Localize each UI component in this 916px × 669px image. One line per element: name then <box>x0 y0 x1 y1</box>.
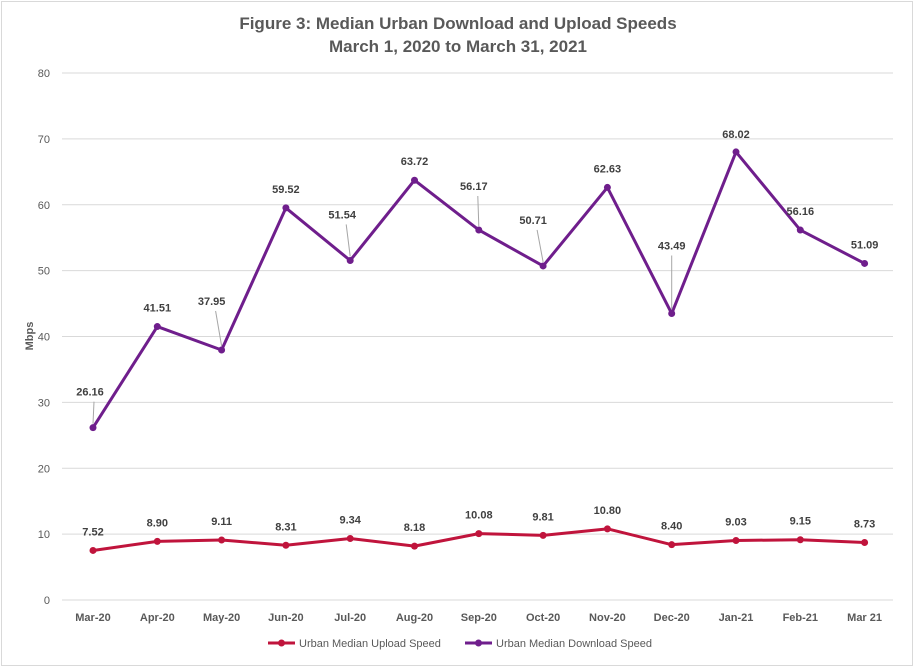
data-label: 59.52 <box>272 184 300 196</box>
data-point <box>861 259 869 267</box>
data-point <box>89 546 97 554</box>
data-label: 9.11 <box>211 516 232 528</box>
legend-swatch-marker <box>475 639 482 647</box>
data-label: 8.31 <box>275 521 296 533</box>
data-label: 8.40 <box>661 521 682 533</box>
y-tick-label: 20 <box>38 463 50 475</box>
data-point <box>218 536 226 544</box>
data-point <box>282 204 290 212</box>
series-download: 26.16 41.51 37.95 59.52 51.54 63.72 56.17 50.71… <box>76 129 879 432</box>
data-label: 43.49 <box>658 241 686 253</box>
data-label: 8.18 <box>404 522 425 534</box>
x-tick-label: Oct-20 <box>526 612 560 624</box>
data-label: 56.16 <box>787 206 815 218</box>
y-tick-label: 80 <box>38 68 50 80</box>
data-label: 9.03 <box>725 517 746 529</box>
data-label: 9.34 <box>339 514 361 526</box>
legend: Urban Median Upload Speed Urban Median Do… <box>268 638 652 650</box>
series-line <box>91 150 866 429</box>
x-tick-label: Jun-20 <box>268 612 303 624</box>
data-point <box>732 537 740 545</box>
data-point <box>603 183 611 191</box>
data-label: 62.63 <box>594 163 622 175</box>
gridlines <box>62 72 893 601</box>
y-axis-ticks: 0 10 20 30 40 50 60 70 80 <box>38 68 50 607</box>
data-point <box>796 536 804 544</box>
y-tick-label: 10 <box>38 529 50 541</box>
data-label: 26.16 <box>76 387 104 399</box>
x-tick-label: Nov-20 <box>589 612 626 624</box>
x-tick-label: Sep-20 <box>461 612 497 624</box>
x-tick-label: Aug-20 <box>396 612 433 624</box>
data-point <box>411 542 418 550</box>
data-label: 10.80 <box>594 505 622 517</box>
data-label: 10.08 <box>465 510 493 522</box>
series-upload: 7.52 8.90 9.11 8.31 9.34 8.18 10.08 9.81 10.80 8.… <box>82 505 875 554</box>
data-point <box>668 541 676 549</box>
leader-line <box>345 224 351 257</box>
x-tick-label: Dec-20 <box>654 612 690 624</box>
data-point <box>282 541 290 549</box>
y-tick-label: 30 <box>38 397 50 409</box>
series: 7.52 8.90 9.11 8.31 9.34 8.18 10.08 9.81 10.80 8.… <box>76 129 878 554</box>
data-label: 50.71 <box>519 215 547 227</box>
data-label: 9.15 <box>790 516 811 528</box>
data-label: 56.17 <box>460 181 488 193</box>
chart-title: Figure 3: Median Urban Download and Uplo… <box>239 14 676 33</box>
y-tick-label: 50 <box>38 266 50 278</box>
data-point <box>539 262 547 270</box>
legend-label: Urban Median Download Speed <box>496 638 652 650</box>
y-tick-label: 0 <box>44 595 50 607</box>
y-tick-label: 70 <box>38 134 50 146</box>
x-tick-label: Mar-20 <box>75 612 110 624</box>
legend-item-upload: Urban Median Upload Speed <box>268 638 441 650</box>
data-label: 9.81 <box>532 511 553 523</box>
data-point <box>346 534 354 542</box>
data-point <box>153 323 161 331</box>
chart-subtitle: March 1, 2020 to March 31, 2021 <box>329 37 587 56</box>
data-label: 68.02 <box>722 129 750 141</box>
data-point <box>475 530 483 538</box>
x-tick-label: Jan-21 <box>719 612 754 624</box>
data-label: 41.51 <box>144 303 172 315</box>
y-axis-label: Mbps <box>24 322 36 351</box>
data-point <box>89 424 97 432</box>
data-label: 7.52 <box>82 526 103 538</box>
x-tick-label: May-20 <box>203 612 240 624</box>
data-point <box>475 226 483 234</box>
data-point <box>346 256 354 264</box>
legend-swatch-marker <box>278 639 285 647</box>
leader-line <box>92 401 95 424</box>
data-label: 8.90 <box>147 517 168 529</box>
x-tick-label: Mar 21 <box>847 612 882 624</box>
leader-line <box>215 310 223 347</box>
leader-line <box>536 229 544 263</box>
x-axis-ticks: Mar-20 Apr-20 May-20 Jun-20 Jul-20 Aug-20 Sep-… <box>75 612 882 624</box>
y-tick-label: 40 <box>38 332 50 344</box>
data-label: 63.72 <box>401 156 429 168</box>
x-tick-label: Feb-21 <box>783 612 818 624</box>
data-point <box>861 538 869 546</box>
data-point <box>153 537 161 545</box>
data-label: 37.95 <box>198 296 226 308</box>
data-point <box>732 148 740 156</box>
data-point <box>668 310 676 318</box>
data-point <box>411 176 418 184</box>
y-tick-label: 60 <box>38 200 50 212</box>
data-point <box>539 531 547 539</box>
data-point <box>796 226 804 234</box>
data-point <box>218 346 226 354</box>
data-label: 51.09 <box>851 239 879 251</box>
legend-label: Urban Median Upload Speed <box>299 638 441 650</box>
data-point <box>603 525 611 533</box>
data-label: 51.54 <box>328 209 356 221</box>
data-label: 8.73 <box>854 518 875 530</box>
leader-line <box>477 195 480 226</box>
x-tick-label: Jul-20 <box>334 612 366 624</box>
legend-item-download: Urban Median Download Speed <box>465 638 652 650</box>
x-tick-label: Apr-20 <box>140 612 175 624</box>
